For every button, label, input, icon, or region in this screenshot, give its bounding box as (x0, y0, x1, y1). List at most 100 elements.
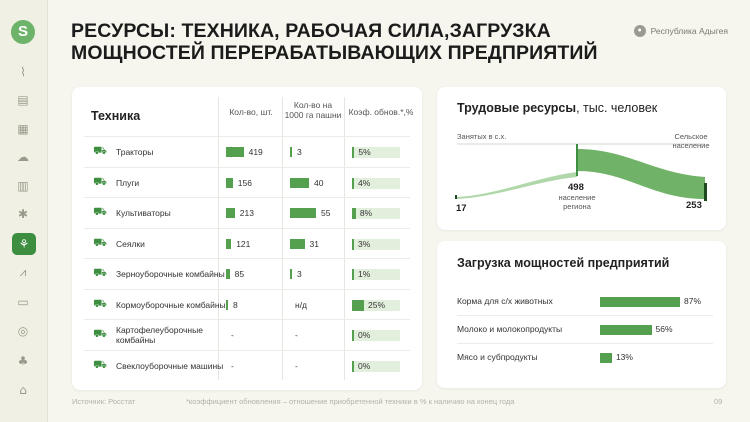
count-cell: 419 (226, 137, 263, 167)
plow-icon: ⛟ (93, 174, 107, 188)
per1000-value: 3 (297, 147, 302, 157)
footer-source: Источник: Росстат (72, 397, 136, 406)
load-value: 87% (684, 296, 702, 306)
renewal-bar-track (352, 177, 400, 189)
count-value: 419 (248, 147, 263, 157)
row-label: Зерноуборочные комбайны (116, 269, 225, 279)
load-label: Корма для с/х животных (457, 296, 553, 306)
count-value: 8 (233, 299, 238, 310)
count-cell: 85 (226, 259, 244, 289)
region-icon: ● (633, 25, 646, 37)
divider (457, 343, 713, 344)
count-cell: 213 (226, 198, 254, 228)
per1000-bar (290, 238, 305, 249)
count-cell: 8 (226, 290, 238, 320)
per1000-cell: 40 (290, 168, 323, 198)
flow-rural-node (704, 183, 707, 201)
weather-icon[interactable]: ☁ (17, 150, 29, 164)
page-number: 09 (714, 397, 723, 406)
population-label: население региона (558, 193, 596, 211)
renewal-value: 4% (358, 177, 371, 188)
count-bar (226, 147, 244, 157)
layout-icon[interactable]: ▤ (17, 93, 29, 107)
load-bar (600, 325, 652, 335)
renewal-bar (352, 299, 364, 311)
logo[interactable]: S (11, 20, 35, 44)
row-label: Плуги (116, 177, 140, 188)
per1000-bar (290, 208, 316, 218)
calendar-icon[interactable]: ▥ (17, 179, 29, 193)
per1000-cell: 31 (290, 229, 319, 259)
per1000-value: 31 (309, 238, 320, 249)
agriculture-icon[interactable]: ⚘ (12, 233, 36, 255)
renewal-bar (352, 330, 354, 341)
potato-harvester-icon: ⛟ (93, 327, 107, 340)
forage-harvester-icon: ⛟ (93, 296, 107, 310)
renewal-value: 8% (359, 208, 373, 218)
per1000-cell: н/д (290, 290, 307, 320)
beet-harvester-icon: ⛟ (93, 357, 107, 371)
load-row: Молоко и молокопродукты 56% (457, 317, 715, 343)
table-row: ⛟ Плуги 156 40 4% (84, 166, 410, 198)
divider (344, 97, 345, 380)
renewal-value: 3% (358, 238, 371, 249)
row-label: Кормоуборочные комбайны (116, 299, 226, 310)
load-card: Загрузка мощностей предприятий Корма для… (437, 241, 726, 388)
divider (457, 315, 713, 316)
count-value: 85 (234, 269, 245, 279)
load-label: Молоко и молокопродукты (457, 324, 563, 334)
renewal-bar-track (352, 360, 400, 372)
count-cell: 156 (226, 168, 252, 198)
equipment-card: Техника Кол-во, шт. Кол-во на 1000 га па… (72, 87, 422, 390)
rural-label: Сельское население (672, 132, 710, 150)
employed-value: 17 (456, 203, 467, 214)
map-icon[interactable]: ⌇ (20, 65, 26, 79)
count-bar (226, 299, 228, 310)
load-bar (600, 353, 612, 363)
globe-icon[interactable]: ◎ (17, 324, 29, 338)
per1000-cell: - (290, 351, 298, 381)
page-title: РЕСУРСЫ: ТЕХНИКА, РАБОЧАЯ СИЛА,ЗАГРУЗКА … (71, 20, 611, 64)
per1000-cell: 3 (290, 259, 302, 289)
plant-icon[interactable]: ♣ (17, 354, 29, 368)
labor-flow-diagram (455, 143, 707, 201)
table-row: ⛟ Культиваторы 213 55 8% (84, 197, 410, 227)
col-count-header: Кол-во, шт. (229, 107, 273, 117)
renewal-bar (352, 208, 356, 219)
count-bar (226, 269, 230, 279)
per1000-value: 40 (313, 177, 324, 188)
flow-employed-node (455, 195, 457, 199)
renewal-value: 1% (358, 269, 371, 279)
renewal-value: 25% (368, 299, 386, 310)
region-selector[interactable]: ● Республика Адыгея (633, 25, 728, 37)
renewal-bar (352, 147, 355, 158)
table-row: ⛟ Кормоуборочные комбайны 8 н/д 25% (84, 288, 410, 320)
bug-icon[interactable]: ✱ (17, 207, 29, 221)
chart-icon[interactable]: ⩘ (19, 265, 27, 279)
table-row: ⛟ Тракторы 419 3 5% (84, 136, 410, 166)
load-value: 13% (615, 352, 633, 362)
count-value: - (231, 360, 234, 371)
load-row: Корма для с/х животных 87% (457, 289, 715, 315)
renewal-bar-track (352, 330, 400, 341)
labor-card: Трудовые ресурсы, тыс. человек Занятых в… (437, 87, 726, 230)
grid-icon[interactable]: ▦ (17, 122, 29, 136)
count-bar (226, 177, 233, 188)
renewal-value: 0% (358, 330, 371, 340)
renewal-bar (352, 177, 354, 189)
count-value: - (231, 330, 234, 340)
bank-icon[interactable]: ⌂ (19, 383, 27, 397)
renewal-bar (352, 238, 354, 250)
count-cell: 121 (226, 229, 250, 259)
equipment-title: Техника (91, 109, 141, 123)
document-icon[interactable]: ▭ (17, 295, 29, 309)
load-label: Мясо и субпродукты (457, 352, 538, 362)
table-row: ⛟ Зерноуборочные комбайны 85 3 1% (84, 258, 410, 288)
count-bar (226, 238, 232, 249)
renewal-bar (352, 269, 354, 280)
per1000-bar (290, 269, 292, 279)
count-cell: - (226, 351, 234, 381)
renewal-value: 5% (358, 147, 371, 157)
rural-value: 253 (686, 200, 702, 211)
population-value: 498 (568, 182, 584, 193)
